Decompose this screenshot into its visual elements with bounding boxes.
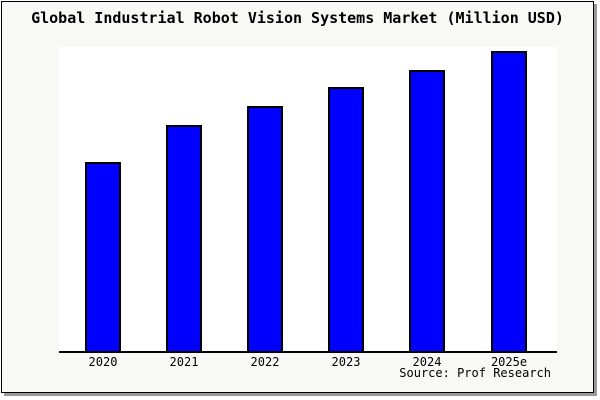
x-tick-2020: 2020 [88,355,118,369]
x-tick-2022: 2022 [250,355,280,369]
x-tick-2024: 2024 [412,355,442,369]
bar-2021 [166,125,202,351]
bar-2022 [247,106,283,351]
x-tick-2025e: 2025e [490,355,528,369]
chart-title: Global Industrial Robot Vision Systems M… [31,9,564,27]
x-tick-2023: 2023 [331,355,361,369]
plot-area: 2020 2021 2022 2023 2024 2025e [59,47,557,369]
bar-2025e [491,51,527,351]
bar-2020 [85,162,121,351]
bar-2023 [328,87,364,351]
bar-2024 [409,70,445,351]
x-tick-2021: 2021 [169,355,199,369]
chart-frame: Global Industrial Robot Vision Systems M… [1,1,594,393]
source-credit: Source: Prof Research [399,366,551,380]
